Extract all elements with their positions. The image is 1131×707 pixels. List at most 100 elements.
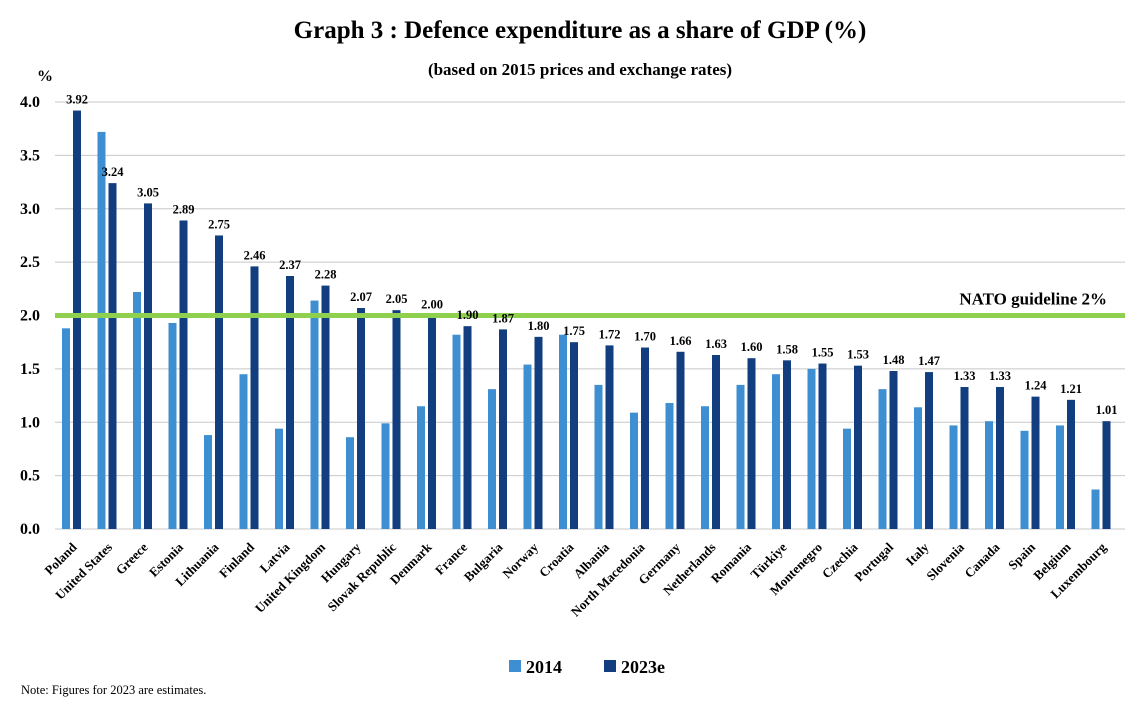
bar-2023e-luxembourg — [1102, 421, 1111, 529]
bar-2014-finland — [239, 374, 248, 529]
data-label-czechia: 1.53 — [847, 348, 869, 362]
bar-2023e-north-macedonia — [641, 347, 649, 529]
bar-2014-romania — [736, 384, 745, 529]
legend-swatch-2014 — [509, 660, 521, 672]
bar-2014-italy — [914, 407, 922, 529]
y-axis-unit-label: % — [37, 68, 53, 85]
y-axis-ticks: 0.0 0.5 1.0 1.5 2.0 2.5 3.0 3.5 4.0 — [20, 94, 40, 538]
data-label-hungary: 2.07 — [350, 290, 372, 304]
x-tick-label-canada: Canada — [961, 539, 1003, 581]
data-label-slovenia: 1.33 — [954, 369, 976, 383]
legend-label-2023e: 2023e — [621, 657, 665, 677]
bar-2014-latvia — [275, 428, 283, 529]
data-label-lithuania: 2.75 — [208, 217, 230, 231]
bar-2023e-albania — [605, 345, 614, 529]
data-label-italy: 1.47 — [918, 354, 940, 368]
y-tick-label: 3.5 — [20, 147, 40, 164]
data-label-greece: 3.05 — [137, 185, 159, 199]
bar-2014-slovenia — [949, 425, 958, 529]
bar-2023e-united-kingdom — [321, 285, 330, 529]
bar-2014-poland — [62, 328, 70, 529]
data-label-slovak-republic: 2.05 — [386, 292, 408, 306]
data-label-luxembourg: 1.01 — [1096, 403, 1118, 417]
data-label-spain: 1.24 — [1025, 379, 1048, 393]
x-tick-label-norway: Norway — [499, 539, 541, 581]
bar-2014-united-kingdom — [310, 300, 319, 529]
bar-2014-netherlands — [701, 406, 709, 529]
bar-2023e-estonia — [179, 220, 188, 529]
bar-2023e-poland — [73, 110, 81, 529]
bar-2023e-turkiye — [783, 360, 791, 529]
chart-title: Graph 3 : Defence expenditure as a share… — [294, 17, 867, 44]
bar-2023e-slovak-republic — [392, 310, 401, 529]
x-tick-label-portugal: Portugal — [851, 539, 896, 584]
y-tick-label: 1.0 — [20, 414, 40, 431]
bar-2014-montenegro — [807, 368, 816, 529]
bar-2014-norway — [523, 364, 532, 529]
x-tick-label-finland: Finland — [216, 539, 258, 581]
bar-2014-estonia — [168, 322, 177, 529]
bar-2023e-bulgaria — [499, 329, 507, 529]
bar-2023e-italy — [925, 372, 933, 529]
y-tick-label: 3.0 — [20, 201, 40, 218]
bar-2023e-spain — [1031, 396, 1040, 529]
bar-2014-portugal — [878, 389, 887, 529]
x-tick-label-slovenia: Slovenia — [923, 539, 967, 583]
y-tick-label: 4.0 — [20, 94, 40, 111]
bar-2014-slovak-republic — [381, 423, 390, 529]
data-label-norway: 1.80 — [528, 319, 550, 333]
legend-label-2014: 2014 — [526, 657, 562, 677]
x-tick-label-bulgaria: Bulgaria — [461, 539, 506, 584]
data-label-united-states: 3.24 — [102, 165, 125, 179]
bar-2014-north-macedonia — [630, 412, 638, 529]
bar-2014-greece — [133, 292, 141, 529]
bar-2023e-finland — [250, 266, 259, 529]
bar-2014-canada — [985, 421, 993, 529]
data-label-belgium: 1.21 — [1060, 382, 1082, 396]
data-label-france: 1.90 — [457, 308, 479, 322]
x-tick-label-greece: Greece — [113, 539, 151, 577]
data-label-north-macedonia: 1.70 — [634, 330, 656, 344]
y-tick-label: 2.0 — [20, 308, 40, 325]
bar-2014-luxembourg — [1091, 489, 1100, 529]
bar-2014-croatia — [559, 334, 567, 529]
data-label-bulgaria: 1.87 — [492, 311, 514, 325]
bar-2023e-belgium — [1067, 399, 1075, 529]
bar-2014-lithuania — [204, 435, 212, 529]
bar-2014-france — [452, 334, 461, 529]
data-labels: 3.92 3.24 3.05 2.89 2.75 2.46 2.37 2.28 2.07 2.05… — [66, 93, 1117, 418]
data-label-romania: 1.60 — [741, 340, 763, 354]
data-label-croatia: 1.75 — [563, 324, 585, 338]
bar-2023e-romania — [747, 358, 756, 529]
data-label-estonia: 2.89 — [173, 202, 195, 216]
bar-2014-germany — [665, 403, 674, 529]
data-label-canada: 1.33 — [989, 369, 1011, 383]
bar-2023e-denmark — [428, 315, 436, 529]
bar-2014-denmark — [417, 406, 425, 529]
bar-2023e-canada — [996, 387, 1004, 529]
bar-2023e-latvia — [286, 276, 294, 529]
data-label-montenegro: 1.55 — [812, 346, 834, 360]
bar-2014-united-states — [97, 131, 106, 529]
legend: 2014 2023e — [509, 657, 665, 677]
data-label-finland: 2.46 — [244, 248, 266, 262]
bar-2014-hungary — [346, 437, 354, 529]
y-tick-label: 1.5 — [20, 361, 40, 378]
bar-2014-czechia — [843, 428, 851, 529]
chart-subtitle: (based on 2015 prices and exchange rates… — [428, 60, 732, 79]
bar-2023e-czechia — [854, 365, 862, 529]
data-label-portugal: 1.48 — [883, 353, 905, 367]
bar-2014-albania — [594, 384, 603, 529]
nato-guideline-label: NATO guideline 2% — [959, 290, 1107, 309]
data-label-poland: 3.92 — [66, 93, 88, 107]
data-label-latvia: 2.37 — [279, 258, 301, 272]
bar-2014-belgium — [1056, 425, 1064, 529]
bar-2023e-slovenia — [960, 387, 969, 529]
data-label-germany: 1.66 — [670, 334, 692, 348]
data-label-netherlands: 1.63 — [705, 337, 727, 351]
y-tick-label: 0.5 — [20, 468, 40, 485]
bar-2023e-montenegro — [818, 363, 827, 529]
y-tick-label: 0.0 — [20, 521, 40, 538]
data-label-united-kingdom: 2.28 — [315, 268, 337, 282]
